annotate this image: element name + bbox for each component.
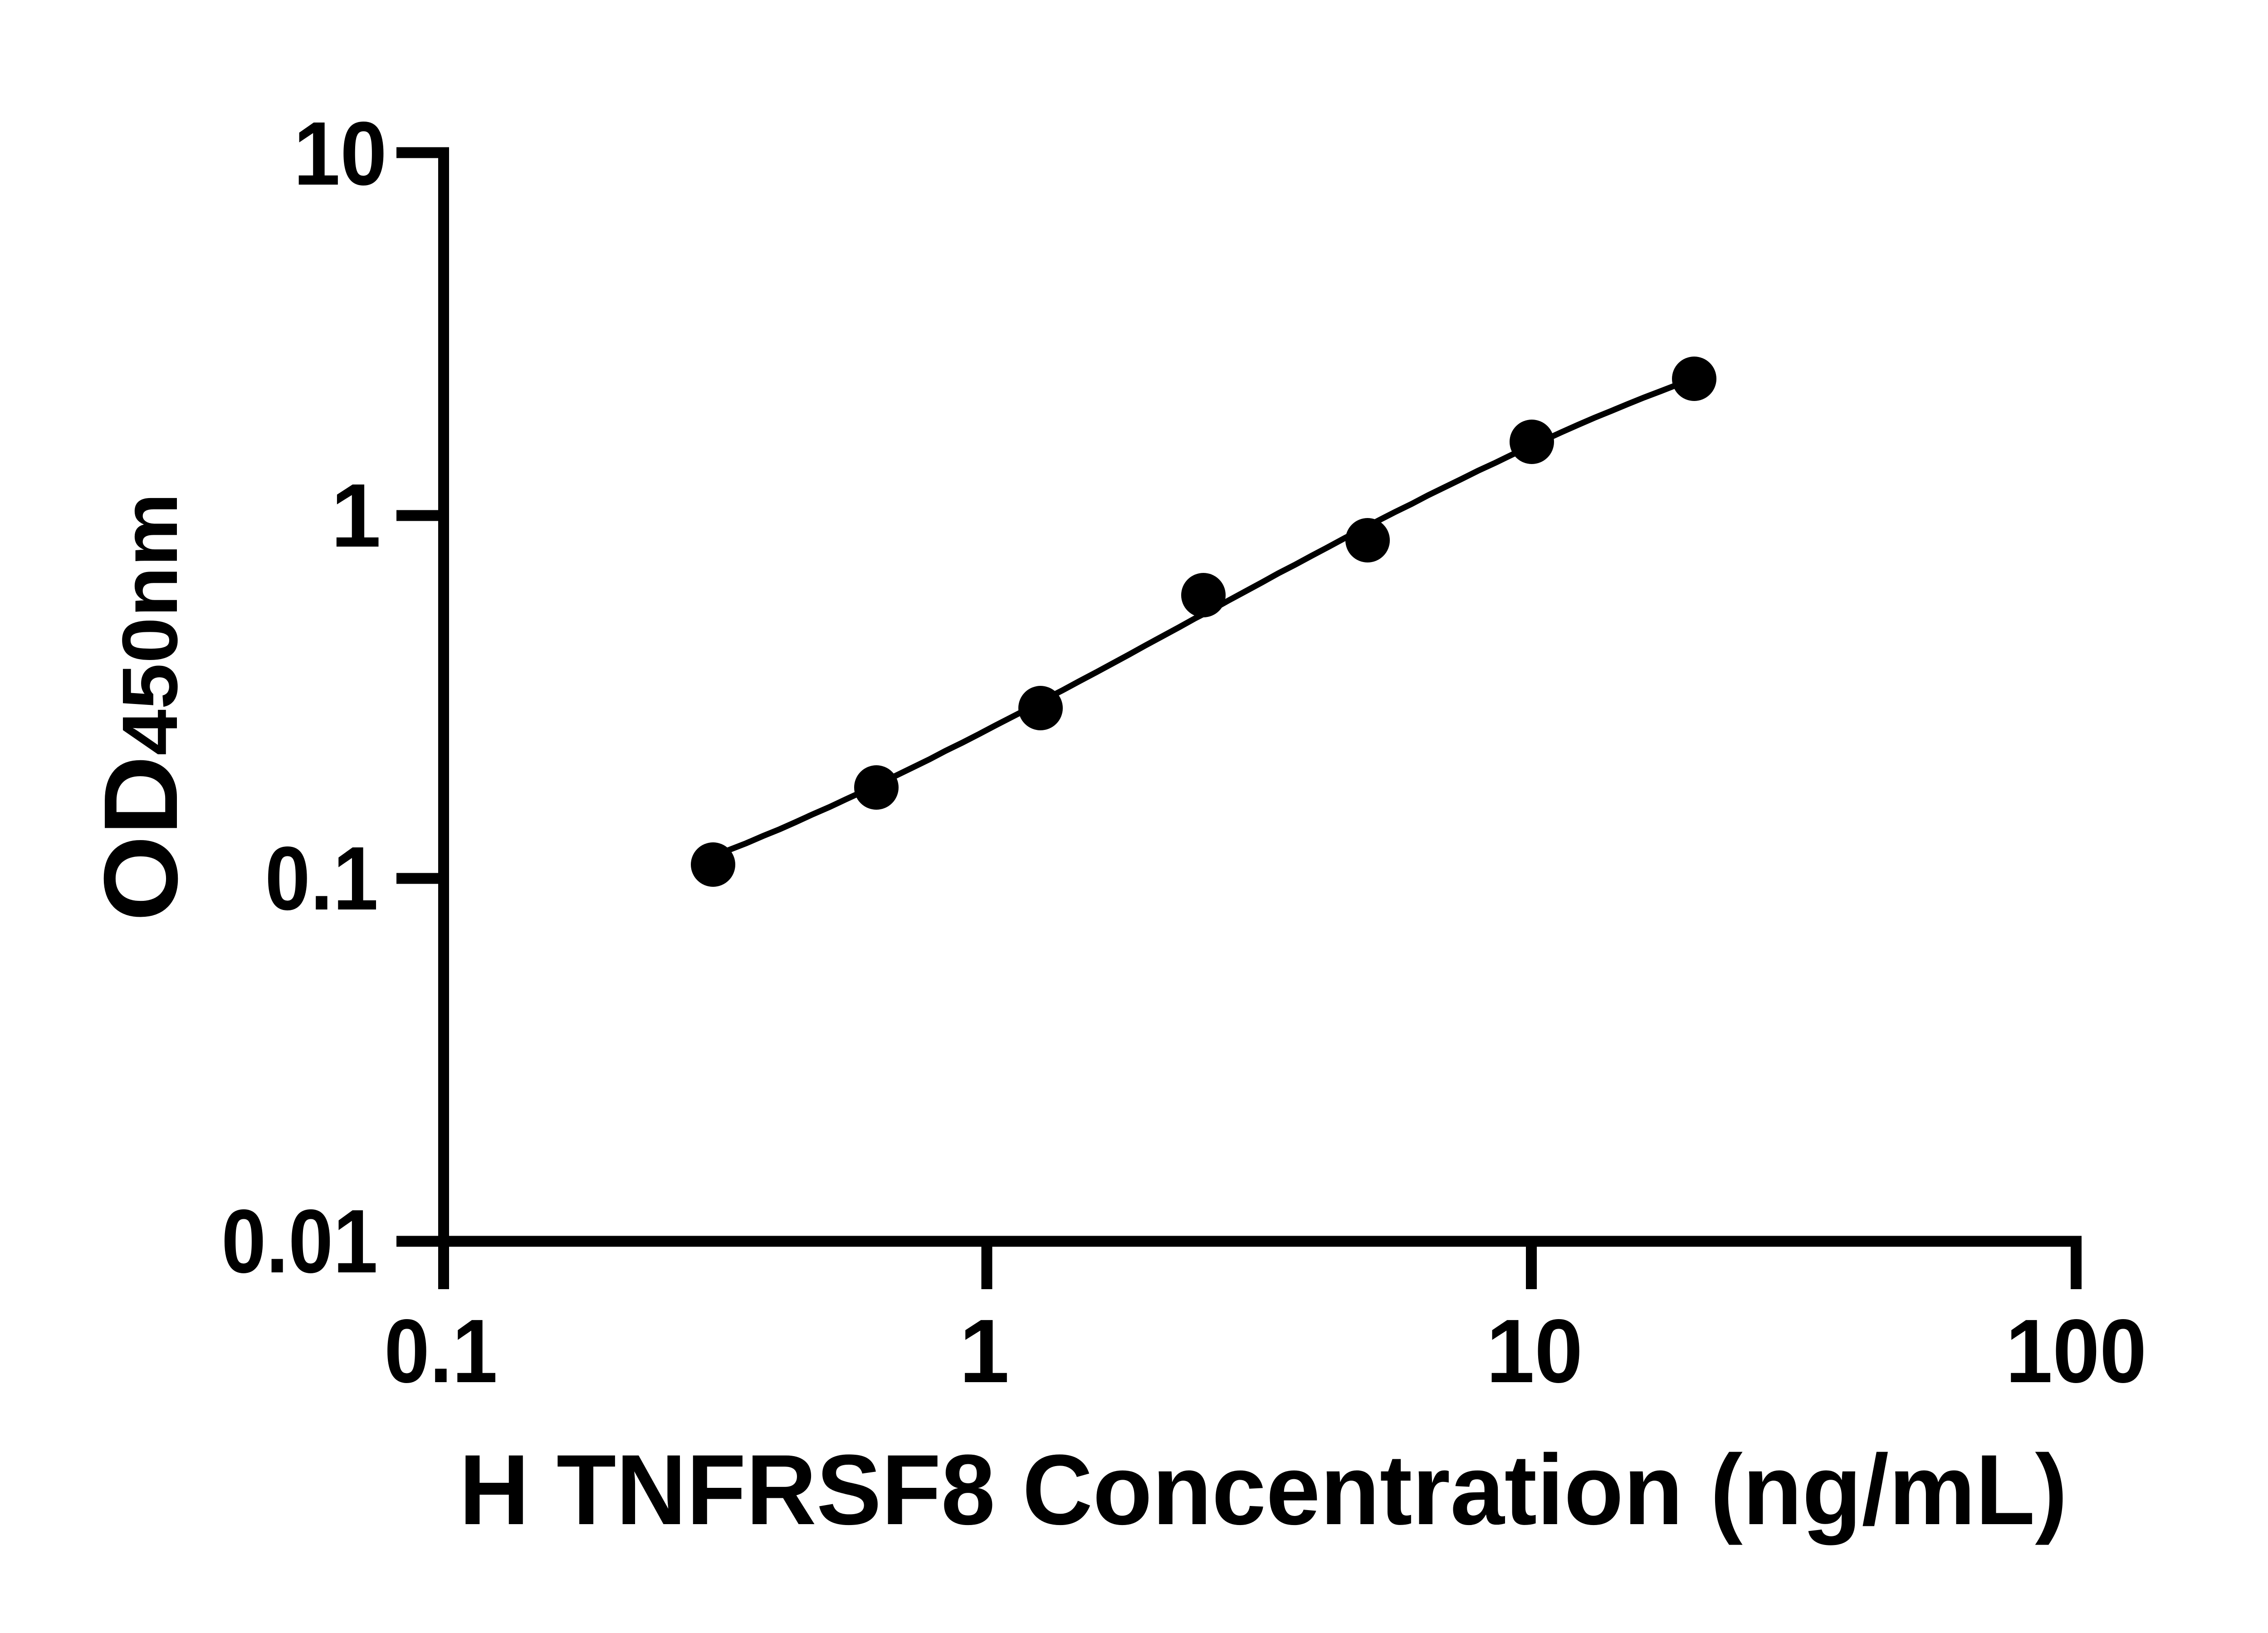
svg-text:1: 1	[331, 465, 381, 566]
svg-text:1: 1	[959, 1301, 1010, 1402]
svg-text:OD450nm: OD450nm	[82, 493, 199, 922]
svg-text:H TNFRSF8 Concentration (ng/mL: H TNFRSF8 Concentration (ng/mL)	[459, 1434, 2068, 1545]
svg-text:10: 10	[1486, 1301, 1583, 1402]
svg-text:0.1: 0.1	[265, 828, 378, 929]
svg-text:100: 100	[2006, 1301, 2147, 1402]
svg-text:10: 10	[293, 103, 387, 204]
svg-text:0.1: 0.1	[384, 1301, 498, 1402]
svg-text:0.01: 0.01	[221, 1191, 378, 1292]
